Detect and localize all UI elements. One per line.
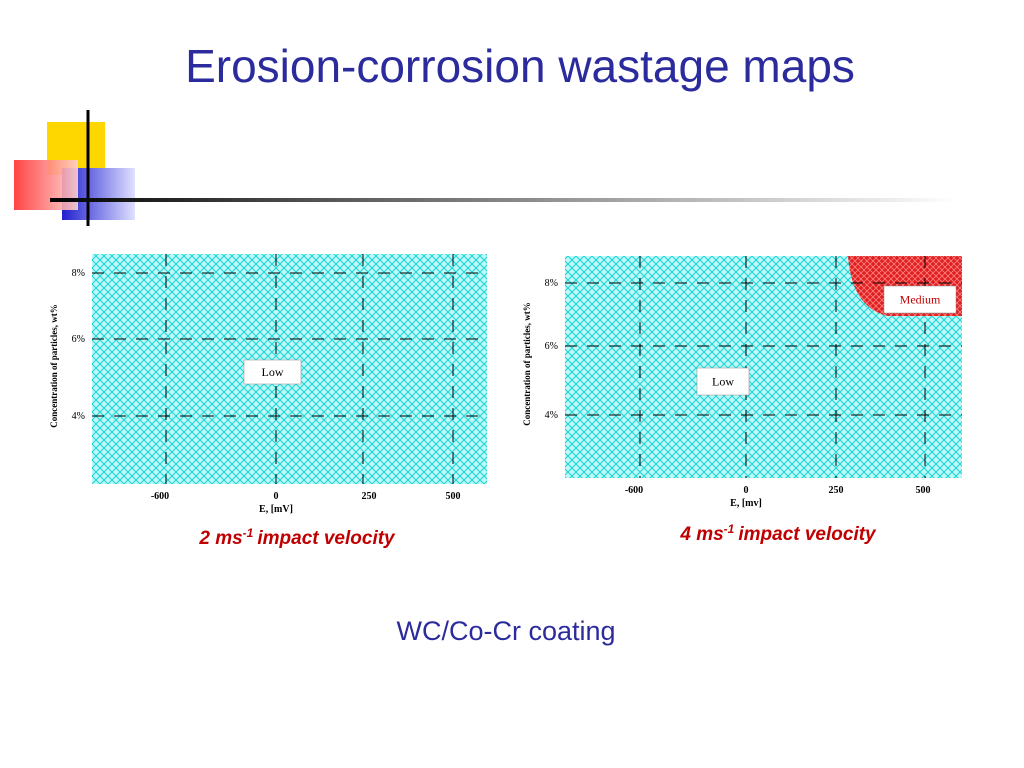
x-tick-label: 250 [362,491,377,502]
y-tick-label: 6% [72,334,85,345]
y-tick-label: 8% [545,278,558,289]
y-tick-label: 8% [72,268,85,279]
map: 8% 6% 4% -600 0 250 500 E, [mv] Concentration of… [522,256,962,545]
caption-text: 4 ms [679,524,723,545]
x-tick-label: 250 [829,485,844,496]
caption-text: 2 ms [198,528,242,549]
region-label: Medium [900,293,941,307]
caption-rest: impact velocity [257,528,396,549]
map: 8% 6% 4% -600 0 250 500 E, [mV] Concentration of… [49,254,487,549]
caption: 4 ms-1 impact velocity [679,522,877,545]
x-tick-label: 0 [274,491,279,502]
y-axis-label: Concentration of particles, wt% [49,304,59,427]
caption-sup: -1 [243,526,254,540]
x-tick-label: 500 [916,485,931,496]
decoration [14,110,960,226]
x-axis-label: E, [mv] [730,498,762,509]
x-tick-label: -600 [625,485,643,496]
region-box [243,359,302,385]
y-tick-label: 4% [72,411,85,422]
caption-sup: -1 [724,522,735,536]
y-axis-label: Concentration of particles, wt% [522,302,532,425]
region-label: Low [712,375,734,389]
footer: WC/Co-Cr coating [396,616,615,646]
region-box [883,285,957,314]
x-tick-label: 500 [446,491,461,502]
caption: 2 ms-1 impact velocity [198,526,396,549]
y-tick-label: 4% [545,410,558,421]
x-tick-label: 0 [744,485,749,496]
caption-rest: impact velocity [738,524,877,545]
region-label: Low [262,365,284,379]
x-tick-label: -600 [151,491,169,502]
maps: 8% 6% 4% -600 0 250 500 E, [mV] Concentration of… [49,254,962,549]
x-axis-label: E, [mV] [259,504,293,515]
region-box [696,367,750,396]
y-tick-label: 6% [545,341,558,352]
slide-title: Erosion-corrosion wastage maps [185,40,855,92]
